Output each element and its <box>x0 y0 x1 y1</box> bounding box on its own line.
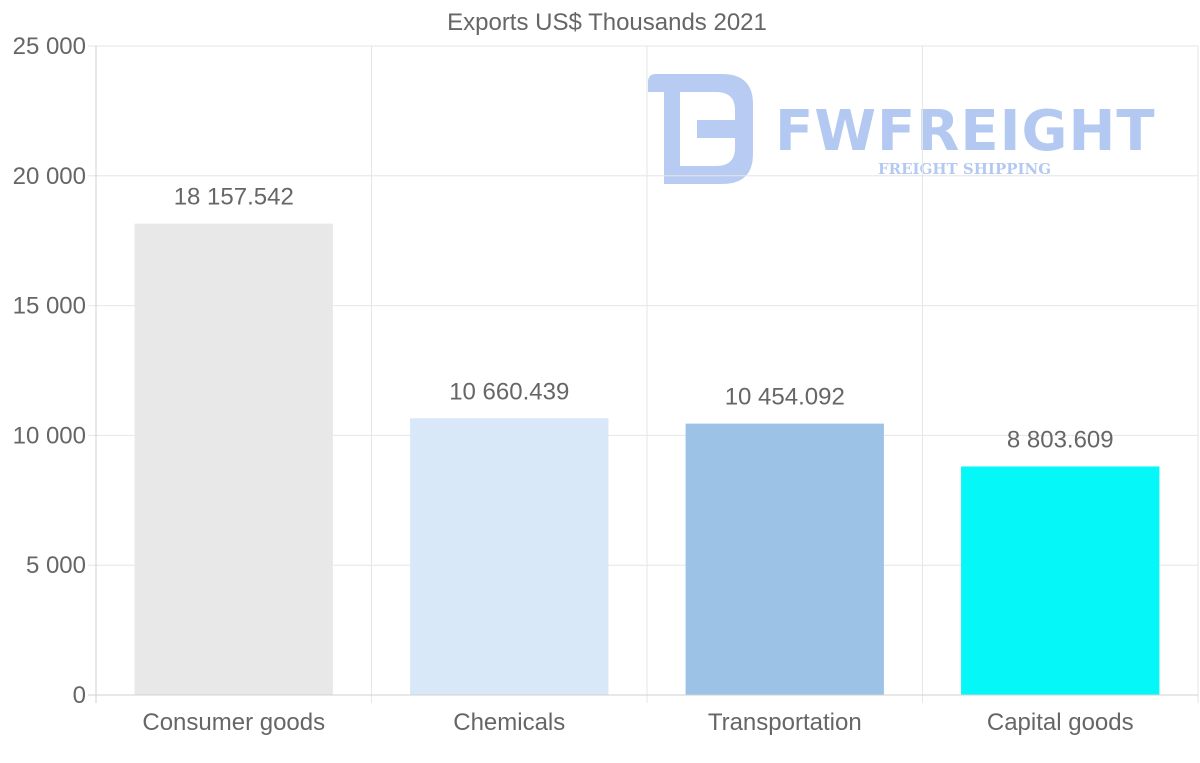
y-tick-labels: 0 5 000 10 000 15 000 20 000 25 000 <box>13 33 86 709</box>
fw-logo-icon <box>648 74 753 184</box>
x-category-label: Chemicals <box>453 709 565 736</box>
gridlines <box>88 45 1199 703</box>
data-label: 8 803.609 <box>1007 426 1114 453</box>
y-tick-label: 25 000 <box>13 33 86 60</box>
y-tick-label: 20 000 <box>13 163 86 190</box>
watermark-logo: FWFREIGHT FREIGHT SHIPPING <box>648 74 1156 184</box>
x-category-label: Capital goods <box>987 709 1134 736</box>
bars <box>134 223 1160 696</box>
y-tick-label: 5 000 <box>26 552 86 579</box>
data-label: 10 660.439 <box>449 378 569 405</box>
data-label: 18 157.542 <box>174 184 294 211</box>
bar-transportation <box>685 423 884 695</box>
watermark-brand-name: FWFREIGHT <box>775 99 1156 164</box>
bar-capital-goods <box>961 466 1160 695</box>
chart-title: Exports US$ Thousands 2021 <box>447 9 767 36</box>
y-tick-label: 15 000 <box>13 293 86 320</box>
x-category-labels: Consumer goods Chemicals Transportation Cap… <box>142 709 1133 736</box>
bar-consumer-goods <box>134 223 333 696</box>
data-labels: 18 157.542 10 660.439 10 454.092 8 803.609 <box>174 184 1114 454</box>
y-tick-label: 0 <box>73 682 86 709</box>
y-tick-label: 10 000 <box>13 422 86 449</box>
bar-chemicals <box>410 418 609 695</box>
axes <box>88 46 1198 703</box>
watermark-tagline: FREIGHT SHIPPING <box>878 160 1051 178</box>
x-category-label: Consumer goods <box>142 709 325 736</box>
data-label: 10 454.092 <box>725 384 845 411</box>
x-category-label: Transportation <box>708 709 862 736</box>
